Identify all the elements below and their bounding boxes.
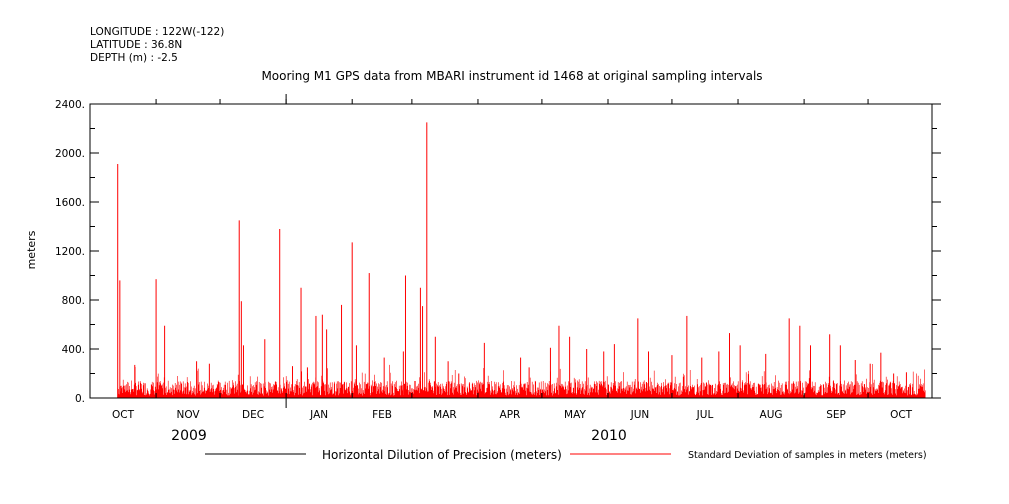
month-label: OCT bbox=[112, 409, 135, 421]
month-label: NOV bbox=[176, 409, 200, 421]
latitude-label: LATITUDE : 36.8N bbox=[90, 39, 182, 51]
y-tick-label: 2000. bbox=[55, 148, 85, 160]
location-header: LONGITUDE : 122W(-122) LATITUDE : 36.8N … bbox=[90, 26, 224, 64]
month-label: AUG bbox=[760, 409, 783, 421]
y-tick-label: 800. bbox=[62, 295, 85, 307]
axes: 0. 400. 800. 1200. 1600. 2000. 2400. OCT NOV DEC J… bbox=[55, 94, 941, 444]
month-label: MAR bbox=[433, 409, 457, 421]
month-label: JUN bbox=[630, 409, 650, 421]
y-tick-label: 1200. bbox=[55, 246, 85, 258]
legend: Horizontal Dilution of Precision (meters… bbox=[205, 448, 927, 462]
legend-hdop-label: Horizontal Dilution of Precision (meters… bbox=[322, 448, 562, 462]
month-label: APR bbox=[500, 409, 521, 421]
chart-title: Mooring M1 GPS data from MBARI instrumen… bbox=[261, 69, 762, 83]
year-label: 2009 bbox=[171, 428, 207, 444]
legend-stdev-label: Standard Deviation of samples in meters … bbox=[688, 450, 927, 461]
plot-frame bbox=[89, 103, 933, 399]
month-label: DEC bbox=[242, 409, 264, 421]
month-label: OCT bbox=[890, 409, 913, 421]
year-label: 2010 bbox=[591, 428, 627, 444]
month-label: FEB bbox=[372, 409, 392, 421]
y-tick-label: 400. bbox=[62, 344, 85, 356]
plot-area bbox=[117, 122, 926, 398]
y-axis-label: meters bbox=[25, 230, 38, 269]
month-label: JUL bbox=[696, 409, 714, 421]
y-tick-label: 0. bbox=[75, 393, 85, 405]
month-label: SEP bbox=[826, 409, 846, 421]
y-tick-label: 2400. bbox=[55, 99, 85, 111]
month-label: MAY bbox=[564, 409, 586, 421]
y-tick-label: 1600. bbox=[55, 197, 85, 209]
month-label: JAN bbox=[309, 409, 328, 421]
depth-label: DEPTH (m) : -2.5 bbox=[90, 52, 178, 64]
longitude-label: LONGITUDE : 122W(-122) bbox=[90, 26, 224, 38]
